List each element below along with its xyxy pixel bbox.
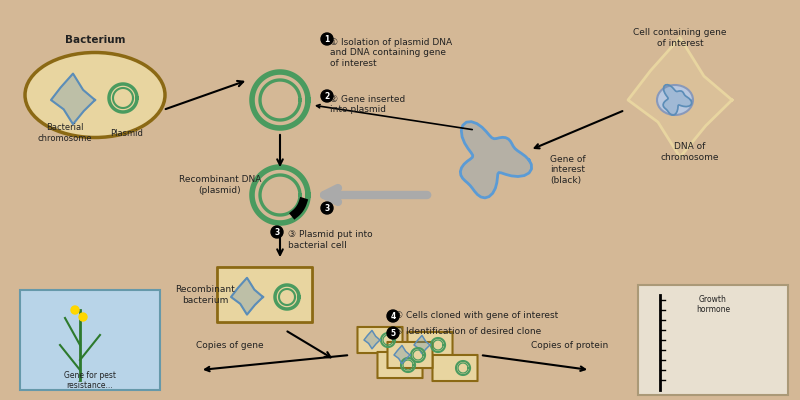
Text: Gene of
interest
(black): Gene of interest (black) [550, 155, 586, 185]
Text: Bacterial
chromosome: Bacterial chromosome [38, 123, 92, 143]
Text: 1: 1 [324, 35, 330, 44]
Text: ④ Cells cloned with gene of interest: ④ Cells cloned with gene of interest [395, 310, 558, 320]
Text: ② Gene inserted
into plasmid: ② Gene inserted into plasmid [330, 95, 406, 114]
Text: Growth
hormone: Growth hormone [696, 295, 730, 314]
Text: Recombinant
bacterium: Recombinant bacterium [175, 285, 235, 305]
Text: ⑤ Identification of desired clone: ⑤ Identification of desired clone [395, 328, 542, 336]
Polygon shape [364, 330, 380, 349]
Polygon shape [394, 345, 410, 364]
Polygon shape [663, 85, 692, 115]
FancyBboxPatch shape [407, 332, 453, 358]
Text: Gene for pest
resistance...: Gene for pest resistance... [64, 370, 116, 390]
Text: 5: 5 [390, 329, 395, 338]
Text: Copies of protein: Copies of protein [531, 340, 609, 350]
Circle shape [387, 310, 399, 322]
FancyBboxPatch shape [20, 290, 160, 390]
Circle shape [321, 33, 333, 45]
Polygon shape [231, 278, 263, 315]
Text: Recombinant DNA
(plasmid): Recombinant DNA (plasmid) [179, 175, 261, 195]
FancyBboxPatch shape [387, 342, 433, 368]
Text: 4: 4 [390, 312, 396, 321]
Text: DNA of
chromosome: DNA of chromosome [661, 142, 719, 162]
Ellipse shape [25, 52, 165, 138]
Polygon shape [51, 74, 95, 124]
Text: ③ Plasmid put into
bacterial cell: ③ Plasmid put into bacterial cell [288, 230, 373, 250]
Circle shape [321, 202, 333, 214]
FancyBboxPatch shape [358, 327, 402, 353]
Text: Plasmid: Plasmid [110, 128, 143, 138]
Circle shape [321, 90, 333, 102]
Text: 3: 3 [274, 228, 280, 237]
Circle shape [79, 313, 87, 321]
Text: 2: 2 [324, 92, 330, 101]
Text: ① Isolation of plasmid DNA
and DNA containing gene
of interest: ① Isolation of plasmid DNA and DNA conta… [330, 38, 452, 68]
Text: Copies of gene: Copies of gene [196, 340, 264, 350]
FancyBboxPatch shape [638, 285, 788, 395]
Text: Bacterium: Bacterium [65, 35, 126, 45]
Circle shape [71, 306, 79, 314]
Circle shape [271, 226, 283, 238]
Polygon shape [414, 335, 430, 354]
Text: Cell containing gene
of interest: Cell containing gene of interest [634, 28, 726, 48]
Polygon shape [460, 122, 531, 198]
FancyBboxPatch shape [433, 355, 478, 381]
FancyBboxPatch shape [378, 352, 422, 378]
Text: 3: 3 [324, 204, 330, 213]
FancyBboxPatch shape [218, 268, 313, 322]
Polygon shape [628, 38, 732, 157]
Circle shape [387, 327, 399, 339]
Ellipse shape [657, 85, 693, 115]
